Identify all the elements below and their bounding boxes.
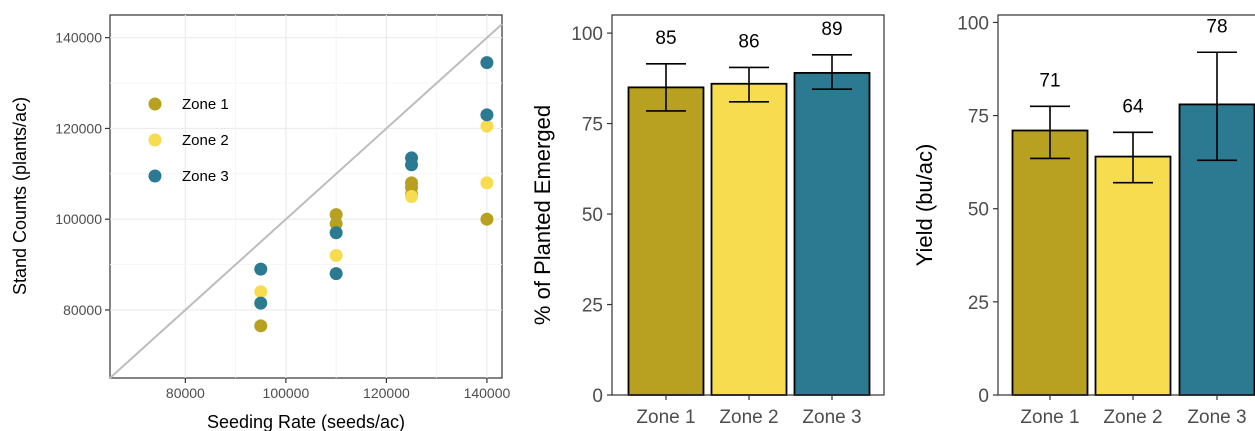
scatter-point — [405, 176, 419, 190]
scatter-panel: 80000 100000 120000 140000 80000 100000 12000… — [10, 14, 511, 431]
y-tick-label: 25 — [968, 293, 989, 314]
x-tick-label: Zone 3 — [1187, 407, 1246, 428]
scatter-point — [480, 119, 494, 133]
scatter-y-tick-label: 120000 — [55, 120, 102, 136]
y-tick-label: 50 — [582, 205, 603, 226]
scatter-point — [405, 190, 419, 203]
emergence-y-axis-label: % of Planted Emerged — [530, 105, 555, 325]
scatter-x-tick-label: 100000 — [263, 385, 310, 401]
bar — [1011, 129, 1089, 396]
y-tick-label: 0 — [592, 386, 603, 407]
legend-swatch — [148, 97, 162, 111]
x-tick-label: Zone 2 — [719, 407, 778, 428]
scatter-point — [480, 176, 494, 190]
legend-swatch — [148, 169, 162, 183]
scatter-plot-area — [109, 14, 503, 379]
emergence-plot-area — [611, 14, 885, 396]
x-tick-label: Zone 1 — [636, 407, 695, 428]
scatter-point — [254, 262, 268, 276]
scatter-point — [405, 151, 419, 165]
yield-y-axis-label: Yield (bu/ac) — [912, 144, 937, 267]
scatter-points — [254, 56, 494, 333]
yield-x-ticks: Zone 1 Zone 2 Zone 3 — [1020, 395, 1247, 428]
scatter-x-tick-label: 80000 — [166, 385, 205, 401]
scatter-reference-line — [109, 23, 503, 379]
scatter-y-tick-label: 100000 — [55, 211, 102, 227]
scatter-y-ticks: 80000 100000 120000 140000 — [55, 30, 110, 318]
emergence-y-ticks: 0 25 50 75 100 — [571, 24, 612, 407]
yield-bars: 71 64 78 — [1011, 16, 1255, 396]
emergence-bars: 85 86 89 — [627, 19, 871, 396]
x-tick-label: Zone 2 — [1103, 407, 1162, 428]
data-label: 85 — [655, 28, 676, 49]
data-label: 86 — [738, 31, 759, 52]
scatter-point — [329, 217, 343, 231]
data-label: 64 — [1122, 96, 1144, 117]
scatter-x-tick-label: 140000 — [464, 385, 511, 401]
scatter-x-axis-label: Seeding Rate (seeds/ac) — [207, 412, 405, 431]
emergence-panel: 0 25 50 75 100 85 86 89 Zone 1 Zone 2 Zone 3 % o… — [530, 14, 885, 428]
bar — [627, 86, 705, 396]
scatter-point — [329, 248, 343, 262]
diagonal-line — [109, 23, 503, 379]
scatter-point — [254, 296, 268, 310]
data-label: 71 — [1039, 70, 1060, 91]
scatter-point — [480, 108, 494, 122]
legend-label: Zone 3 — [182, 168, 229, 185]
bar — [793, 72, 871, 396]
scatter-x-ticks: 80000 100000 120000 140000 — [166, 378, 511, 401]
scatter-y-axis-label: Stand Counts (plants/ac) — [10, 97, 30, 295]
scatter-y-tick-label: 140000 — [55, 30, 102, 46]
y-tick-label: 100 — [571, 24, 603, 45]
emergence-x-ticks: Zone 1 Zone 2 Zone 3 — [636, 395, 862, 428]
yield-y-ticks: 0 25 50 75 100 — [957, 13, 998, 407]
scatter-point — [329, 267, 343, 281]
yield-plot-area — [997, 14, 1255, 396]
bar — [710, 82, 788, 396]
y-tick-label: 0 — [978, 386, 989, 407]
scatter-point — [480, 212, 494, 226]
scatter-point — [480, 56, 494, 70]
legend-label: Zone 2 — [182, 132, 229, 149]
scatter-point — [254, 285, 268, 299]
data-label: 78 — [1206, 16, 1227, 37]
scatter-point — [329, 208, 343, 222]
legend-swatch — [148, 133, 162, 147]
y-tick-label: 50 — [968, 200, 989, 221]
scatter-legend: Zone 1 Zone 2 Zone 3 — [148, 96, 229, 185]
yield-panel: 0 25 50 75 100 71 64 78 Zone 1 Zone 2 Zone 3 Yie… — [912, 13, 1255, 428]
x-tick-label: Zone 3 — [802, 407, 861, 428]
scatter-point — [329, 226, 343, 240]
y-tick-label: 75 — [582, 115, 603, 136]
x-tick-label: Zone 1 — [1020, 407, 1079, 428]
bar — [1094, 155, 1172, 396]
y-tick-label: 100 — [957, 13, 989, 34]
y-tick-label: 25 — [582, 296, 603, 317]
scatter-point — [254, 319, 268, 333]
scatter-x-tick-label: 120000 — [363, 385, 410, 401]
legend-label: Zone 1 — [182, 96, 229, 113]
data-label: 89 — [821, 19, 842, 40]
y-tick-label: 75 — [968, 107, 989, 128]
scatter-y-tick-label: 80000 — [63, 302, 102, 318]
